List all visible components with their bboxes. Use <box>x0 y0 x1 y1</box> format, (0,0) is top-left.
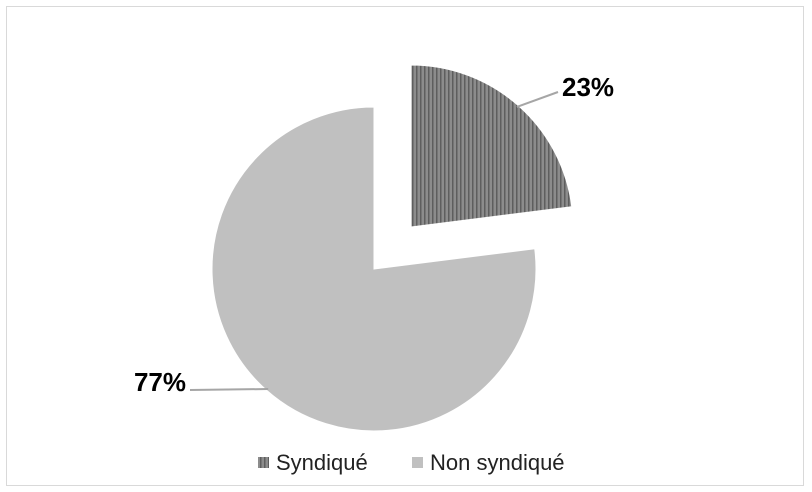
pie-slice-non-syndique <box>211 106 537 432</box>
legend-label-1: Non syndiqué <box>430 450 565 475</box>
legend-label-0: Syndiqué <box>276 450 368 475</box>
legend-swatch-1 <box>412 457 423 468</box>
legend-swatch-0 <box>258 457 269 468</box>
data-label-1: 77% <box>134 367 186 397</box>
leader-line-1 <box>189 388 269 391</box>
leader-line-0 <box>516 91 559 108</box>
pie-slice-syndique <box>410 64 573 228</box>
data-label-0: 23% <box>562 72 614 102</box>
